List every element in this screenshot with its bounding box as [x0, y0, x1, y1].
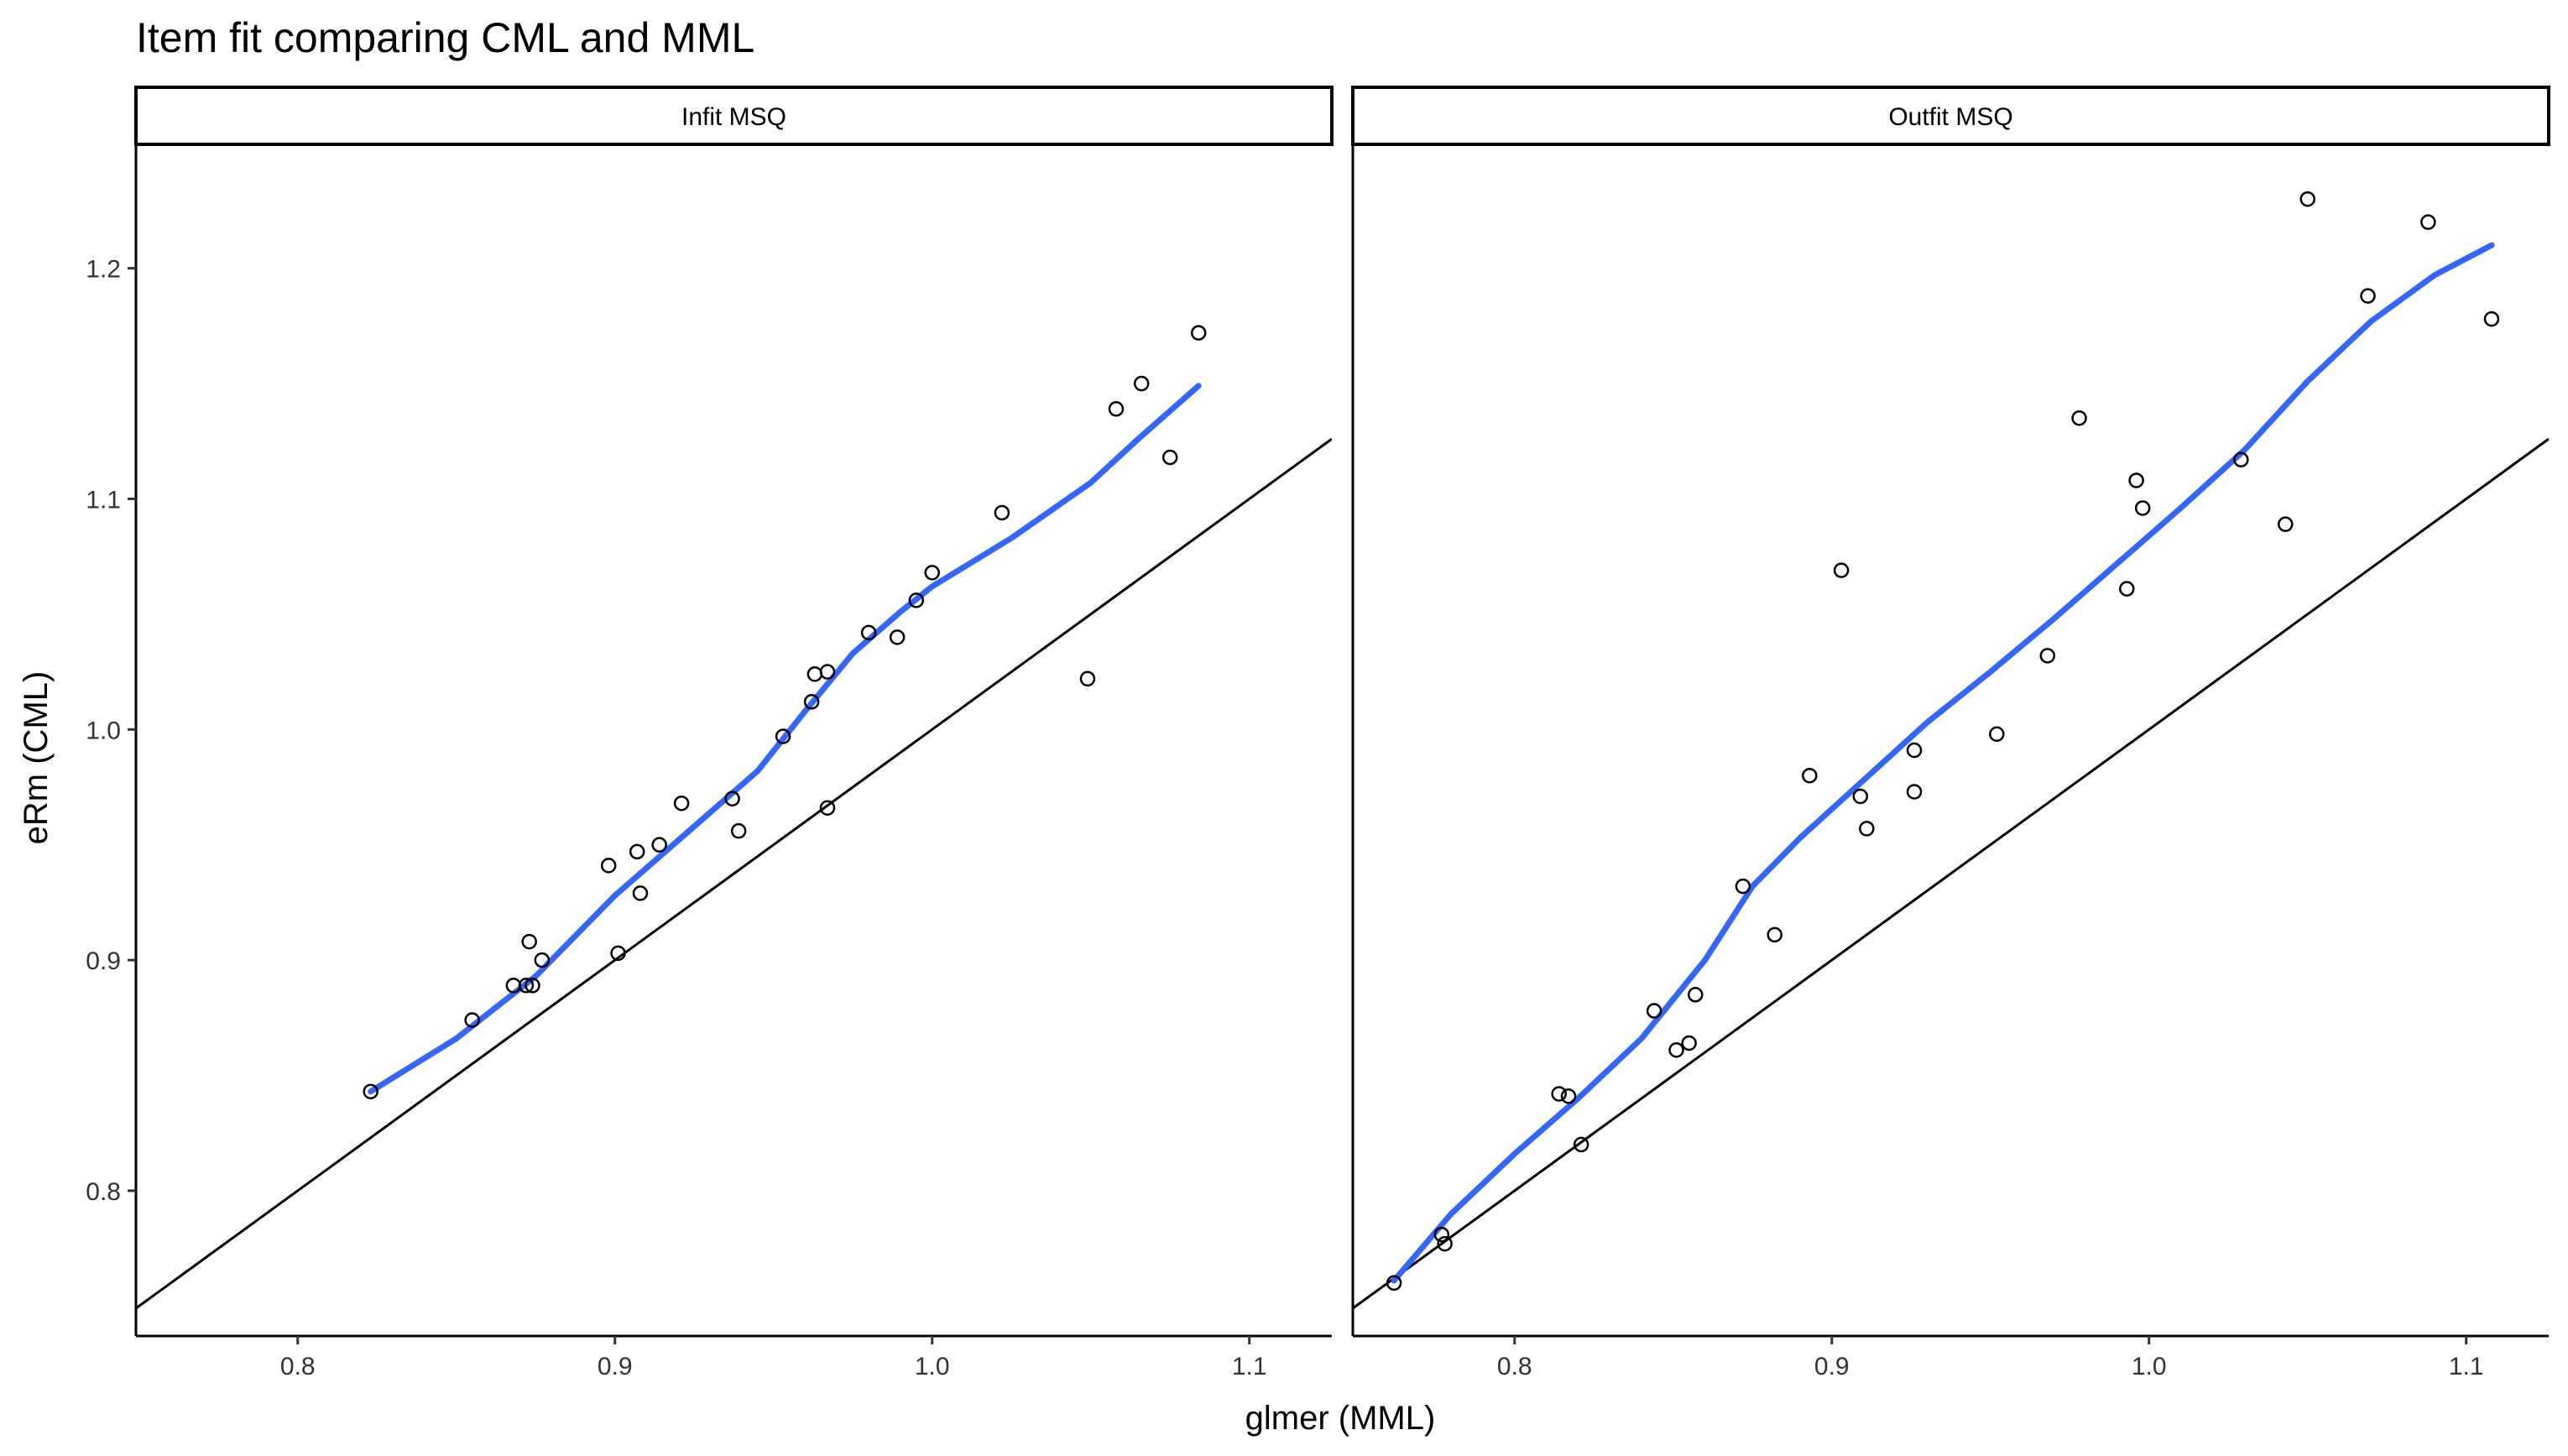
data-point	[521, 933, 537, 950]
x-tick-label: 0.8	[280, 1353, 316, 1380]
data-point	[1852, 788, 1869, 805]
data-point	[2299, 190, 2315, 207]
data-point	[1108, 401, 1125, 417]
data-point	[632, 885, 649, 901]
x-axis-title: glmer (MML)	[1245, 1400, 1436, 1437]
data-point	[2134, 500, 2151, 516]
x-tick-label: 0.9	[1814, 1353, 1850, 1380]
data-point	[673, 795, 690, 811]
data-point	[1906, 784, 1923, 800]
smooth-curve	[368, 383, 1202, 1095]
data-point	[610, 945, 626, 962]
data-point	[1687, 987, 1704, 1003]
data-point	[2128, 472, 2144, 488]
data-point	[730, 822, 747, 839]
data-point	[1767, 926, 1782, 943]
facet-strip-label: Outfit MSQ	[1888, 103, 2012, 131]
data-point	[1386, 1275, 1402, 1292]
data-point	[363, 1083, 378, 1099]
data-point	[924, 565, 940, 581]
x-tick-label: 1.1	[1232, 1353, 1267, 1380]
data-point	[803, 694, 820, 710]
y-tick-label: 1.0	[86, 717, 121, 744]
data-point	[1190, 325, 1207, 341]
data-point	[2278, 516, 2294, 532]
data-point	[2483, 311, 2500, 327]
y-tick-label: 0.9	[86, 947, 121, 975]
data-point	[518, 978, 535, 994]
data-point	[629, 843, 645, 860]
data-point	[819, 664, 836, 680]
data-point	[1735, 878, 1751, 895]
plot-area	[1353, 190, 2549, 1310]
chart-title: Item fit comparing CML and MML	[136, 14, 754, 61]
data-point	[1989, 726, 2005, 743]
x-tick-label: 0.8	[1497, 1353, 1532, 1380]
data-point	[2071, 410, 2087, 426]
data-point	[1560, 1088, 1577, 1104]
data-point	[1681, 1035, 1697, 1052]
x-tick-label: 1.0	[915, 1353, 950, 1380]
data-point	[2233, 451, 2249, 467]
reference-line	[1353, 437, 2549, 1310]
data-point	[600, 858, 617, 874]
data-point	[1646, 1003, 1662, 1019]
data-point	[525, 978, 540, 994]
y-tick-label: 1.1	[86, 486, 121, 514]
data-point	[2039, 648, 2056, 664]
data-point	[1802, 767, 1818, 784]
panel-outfit: Outfit MSQ 0.8 0.9 1.0 1.1	[1351, 86, 2550, 1380]
data-point	[724, 791, 740, 806]
data-point	[1573, 1136, 1589, 1153]
reference-line	[136, 437, 1332, 1310]
data-point	[1859, 821, 1875, 837]
data-point	[994, 504, 1010, 521]
data-point	[775, 728, 791, 744]
data-point	[651, 837, 667, 853]
data-point	[1906, 742, 1923, 759]
data-point	[2360, 288, 2376, 304]
y-tick-label: 1.2	[86, 256, 121, 284]
data-point	[2119, 581, 2135, 597]
plot-area	[136, 325, 1332, 1310]
data-point	[1833, 562, 1850, 578]
data-point	[1551, 1086, 1567, 1102]
facet-strip-label: Infit MSQ	[681, 103, 786, 131]
data-point	[819, 800, 836, 816]
data-point	[1133, 375, 1150, 392]
y-axis-title: eRm (CML)	[18, 671, 55, 845]
panel-infit: Infit MSQ 0.8 0.9 1.0 1.1 0.8 0.9 1.0 1.1 1.2	[86, 86, 1334, 1380]
data-point	[908, 592, 925, 608]
x-tick-label: 1.1	[2449, 1353, 2484, 1380]
y-tick-label: 0.8	[86, 1178, 121, 1206]
data-point	[806, 666, 823, 682]
smooth-curve	[1391, 242, 2495, 1284]
data-point	[1161, 449, 1178, 466]
data-point	[889, 629, 906, 645]
facet-strip	[134, 86, 1334, 146]
data-point	[534, 952, 551, 968]
data-point	[2420, 214, 2436, 230]
data-point	[860, 624, 877, 641]
x-tick-label: 0.9	[598, 1353, 633, 1380]
data-point	[1079, 671, 1096, 687]
x-tick-label: 1.0	[2132, 1353, 2167, 1380]
facet-strip	[1351, 86, 2550, 146]
data-point	[1668, 1041, 1684, 1058]
panels: Infit MSQ 0.8 0.9 1.0 1.1 0.8 0.9 1.0 1.1 1.2 Outf…	[86, 86, 2550, 1380]
data-point	[464, 1012, 480, 1028]
data-point	[1433, 1226, 1450, 1243]
data-point	[1437, 1235, 1453, 1252]
